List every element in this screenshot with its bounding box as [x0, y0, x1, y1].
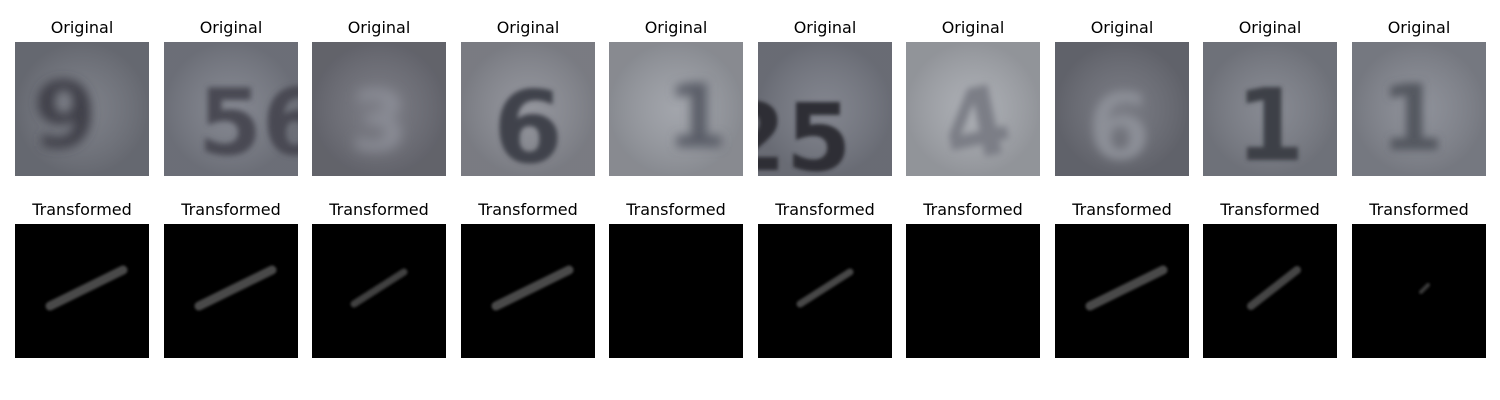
- house-number-digit: 25: [758, 84, 851, 176]
- transformed-image: [1203, 224, 1337, 358]
- original-panel: Original 6: [1055, 0, 1189, 400]
- transformed-panel: Transformed: [1055, 0, 1189, 400]
- transformed-image: [164, 224, 298, 358]
- panel-title: Original: [1238, 18, 1302, 37]
- house-number-digit: 1: [666, 65, 727, 168]
- transformed-panel: Transformed: [1352, 0, 1486, 400]
- panel-title: Original: [1387, 18, 1451, 37]
- panel-title: Original: [941, 18, 1005, 37]
- panel-title: Transformed: [1220, 200, 1320, 219]
- house-number-digit: 9: [33, 62, 97, 169]
- panel-title: Transformed: [329, 200, 429, 219]
- original-panel: Original 3: [312, 0, 446, 400]
- original-image: 9: [15, 42, 149, 176]
- transformed-panel: Transformed: [906, 0, 1040, 400]
- image-shading: [1352, 42, 1486, 176]
- original-image: 1: [1203, 42, 1337, 176]
- transformed-panel: Transformed: [1203, 0, 1337, 400]
- transformed-stroke: [796, 268, 854, 308]
- panel-title: Transformed: [1072, 200, 1172, 219]
- original-image: 4: [906, 42, 1040, 176]
- panel-title: Original: [347, 18, 411, 37]
- transformed-panel: Transformed: [312, 0, 446, 400]
- transformed-panel: Transformed: [164, 0, 298, 400]
- original-panel: Original 25: [758, 0, 892, 400]
- transformed-image: [1352, 224, 1486, 358]
- panel-title: Transformed: [32, 200, 132, 219]
- image-shading: [312, 42, 446, 176]
- panel-title: Original: [50, 18, 114, 37]
- transformed-image: [609, 224, 743, 358]
- original-panel: Original 6: [461, 0, 595, 400]
- transformed-panel: Transformed: [15, 0, 149, 400]
- panel-title: Original: [496, 18, 560, 37]
- panel-title: Transformed: [775, 200, 875, 219]
- image-shading: [461, 42, 595, 176]
- panel-title: Transformed: [626, 200, 726, 219]
- transformed-image: [312, 224, 446, 358]
- original-panel: Original 4: [906, 0, 1040, 400]
- panel-title: Original: [1090, 18, 1154, 37]
- house-number-digit: 1: [1235, 67, 1305, 176]
- original-image: 1: [1352, 42, 1486, 176]
- panel-title: Transformed: [478, 200, 578, 219]
- transformed-image: [15, 224, 149, 358]
- transformed-image: [906, 224, 1040, 358]
- original-image: 6: [461, 42, 595, 176]
- image-shading: [15, 42, 149, 176]
- house-number-digit: 1: [1380, 65, 1444, 172]
- transformed-panel: Transformed: [609, 0, 743, 400]
- transformed-panel: Transformed: [758, 0, 892, 400]
- image-background: [609, 224, 743, 358]
- original-image: 3: [312, 42, 446, 176]
- panel-title: Original: [793, 18, 857, 37]
- image-shading: [1203, 42, 1337, 176]
- transformed-stroke: [350, 268, 408, 308]
- image-shading: [758, 42, 892, 176]
- transformed-image: [1055, 224, 1189, 358]
- original-image: 25: [758, 42, 892, 176]
- image-shading: [1055, 42, 1189, 176]
- panel-title: Transformed: [181, 200, 281, 219]
- transformed-stroke: [194, 265, 277, 311]
- image-shading: [164, 42, 298, 176]
- transformed-image: [758, 224, 892, 358]
- transformed-stroke: [45, 265, 128, 311]
- house-number-digit: 3: [350, 75, 407, 170]
- original-image: 6: [1055, 42, 1189, 176]
- house-number-digit: 6: [1088, 75, 1151, 176]
- transformed-stroke: [1419, 283, 1430, 294]
- transformed-stroke: [1247, 266, 1301, 310]
- original-panel: Original 1: [609, 0, 743, 400]
- original-panel: Original 56: [164, 0, 298, 400]
- transformed-stroke: [1085, 265, 1168, 311]
- panel-title: Original: [644, 18, 708, 37]
- image-background: [906, 224, 1040, 358]
- panel-title: Transformed: [1369, 200, 1469, 219]
- image-shading: [609, 42, 743, 176]
- original-image: 1: [609, 42, 743, 176]
- transformed-image: [461, 224, 595, 358]
- transformed-panel: Transformed: [461, 0, 595, 400]
- original-panel: Original 1: [1352, 0, 1486, 400]
- panel-title: Transformed: [923, 200, 1023, 219]
- original-panel: Original 1: [1203, 0, 1337, 400]
- image-shading: [906, 42, 1040, 176]
- original-image: 56: [164, 42, 298, 176]
- image-background: [1352, 224, 1486, 358]
- house-number-digit: 6: [493, 69, 563, 176]
- transformed-stroke: [491, 265, 574, 311]
- original-panel: Original 9: [15, 0, 149, 400]
- house-number-digit: 56: [198, 69, 298, 176]
- panel-title: Original: [199, 18, 263, 37]
